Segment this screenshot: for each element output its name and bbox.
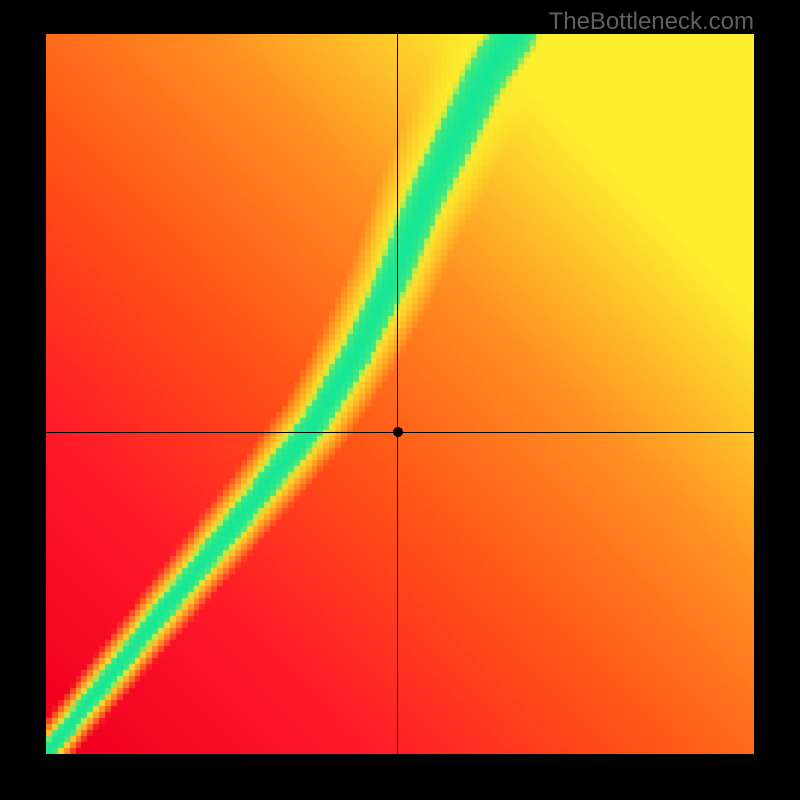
heatmap-canvas — [46, 34, 754, 754]
crosshair-marker — [393, 427, 403, 437]
plot-area — [46, 34, 754, 754]
crosshair-vertical — [397, 34, 398, 754]
watermark-text: TheBottleneck.com — [549, 8, 754, 36]
